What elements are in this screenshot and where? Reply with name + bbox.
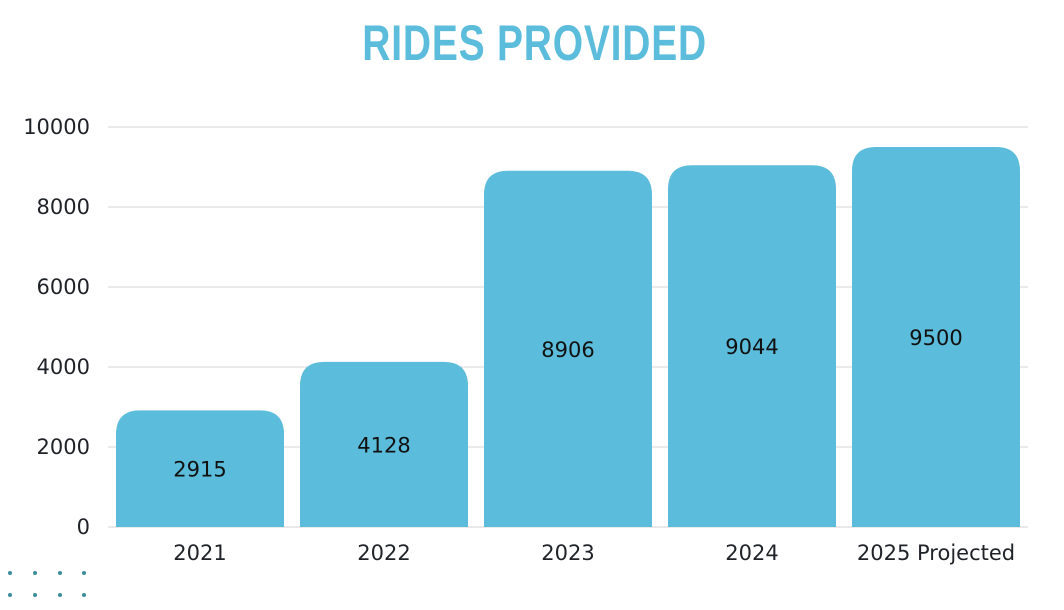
bar-2021: [116, 410, 284, 527]
y-tick-label-6000: 6000: [37, 275, 90, 299]
x-tick-label-2025-projected: 2025 Projected: [857, 541, 1015, 565]
decor-dot-0-2: [58, 571, 62, 575]
bar-2025-projected: [852, 147, 1020, 527]
y-tick-label-8000: 8000: [37, 195, 90, 219]
data-labels: 2915 4128 8906 9044 9500: [173, 326, 962, 482]
decor-dot-0-1: [33, 571, 37, 575]
bars: [116, 147, 1020, 528]
y-tick-label-4000: 4000: [37, 355, 90, 379]
data-label-2025-projected: 9500: [909, 326, 962, 350]
decor-dot-1-0: [8, 593, 12, 597]
bar-2023: [484, 170, 652, 527]
data-label-2021: 2915: [173, 458, 226, 482]
y-tick-label-0: 0: [77, 515, 90, 539]
y-tick-label-2000: 2000: [37, 435, 90, 459]
data-label-2023: 8906: [541, 338, 594, 362]
x-tick-label-2022: 2022: [357, 541, 410, 565]
bar-2024: [668, 165, 836, 528]
decor-dot-0-0: [8, 571, 12, 575]
decor-dot-1-2: [58, 593, 62, 597]
x-tick-label-2021: 2021: [173, 541, 226, 565]
x-tick-label-2024: 2024: [725, 541, 778, 565]
chart-title: RIDES PROVIDED: [362, 15, 707, 71]
x-axis-labels: 2021 2022 2023 2024 2025 Projected: [173, 541, 1015, 565]
decor-dot-0-3: [82, 571, 86, 575]
y-axis-ticks: 0 2000 4000 6000 8000 10000: [23, 115, 90, 539]
decor-dot-1-3: [82, 593, 86, 597]
y-tick-label-10000: 10000: [23, 115, 90, 139]
decor-dot-1-1: [33, 593, 37, 597]
data-label-2024: 9044: [725, 335, 778, 359]
data-label-2022: 4128: [357, 433, 410, 457]
x-tick-label-2023: 2023: [541, 541, 594, 565]
bar-2022: [300, 361, 468, 527]
